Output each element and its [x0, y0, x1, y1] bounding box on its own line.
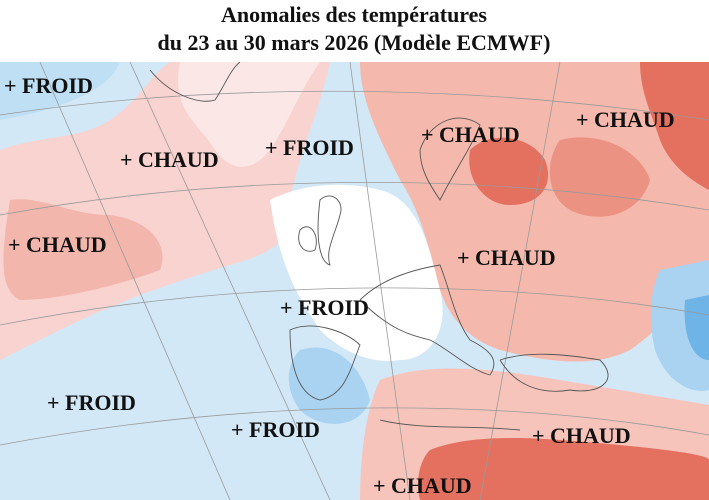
coastline	[149, 61, 241, 102]
cold-area	[650, 260, 709, 391]
cold-area	[288, 347, 370, 424]
map-title: Anomalies des températures	[221, 2, 487, 27]
coastline	[379, 419, 521, 431]
coastline	[317, 195, 342, 266]
anomaly-label: + CHAUD	[576, 107, 675, 132]
anomaly-label: + CHAUD	[120, 147, 219, 172]
graticule-line	[129, 61, 331, 500]
anomaly-label: + FROID	[280, 295, 369, 320]
anomaly-label: + CHAUD	[8, 232, 107, 257]
anomaly-label: + FROID	[4, 73, 93, 98]
graticule-line	[0, 90, 709, 121]
anomaly-label: + CHAUD	[421, 122, 520, 147]
anomaly-label: + FROID	[265, 135, 354, 160]
warm-area	[549, 137, 650, 217]
coastline	[499, 353, 609, 392]
graticule-line	[0, 287, 709, 326]
anomaly-label: + FROID	[47, 390, 136, 415]
anomaly-label: + FROID	[231, 417, 320, 442]
strong-warm-area	[640, 62, 709, 190]
graticule	[0, 61, 709, 500]
map-subtitle: du 23 au 30 mars 2026 (Modèle ECMWF)	[158, 30, 551, 55]
anomaly-label: + CHAUD	[532, 423, 631, 448]
warm-area	[3, 199, 163, 300]
graticule-line	[0, 407, 709, 446]
coastline	[289, 325, 361, 401]
coastlines	[149, 61, 609, 431]
graticule-line	[39, 61, 231, 500]
graticule-line	[0, 182, 709, 216]
anomaly-label: + CHAUD	[373, 473, 472, 498]
coastline	[359, 264, 495, 376]
anomaly-label: + CHAUD	[457, 245, 556, 270]
title-band	[0, 0, 709, 62]
strong-warm-area	[418, 438, 709, 500]
strong-cold-area	[684, 295, 709, 360]
neutral-area	[270, 184, 443, 361]
cold-area	[0, 62, 120, 120]
warm-area	[178, 62, 320, 167]
graticule-line	[479, 61, 561, 500]
graticule-line	[349, 61, 411, 500]
anomaly-field	[0, 62, 709, 500]
coastline	[298, 226, 317, 252]
coastline	[419, 117, 481, 201]
